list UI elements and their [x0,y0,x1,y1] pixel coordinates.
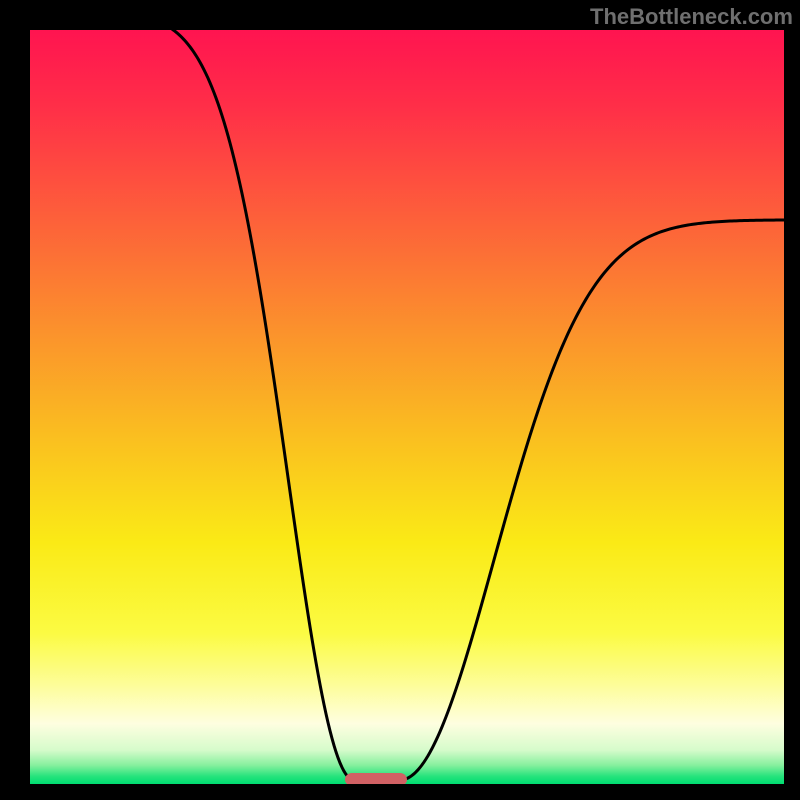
border-left [0,0,30,800]
left-bottleneck-curve [20,12,354,780]
chart-svg-layer [0,0,800,800]
watermark-text: TheBottleneck.com [590,4,793,30]
right-bottleneck-curve [400,220,794,780]
border-right [784,0,800,800]
border-bottom [0,784,800,800]
